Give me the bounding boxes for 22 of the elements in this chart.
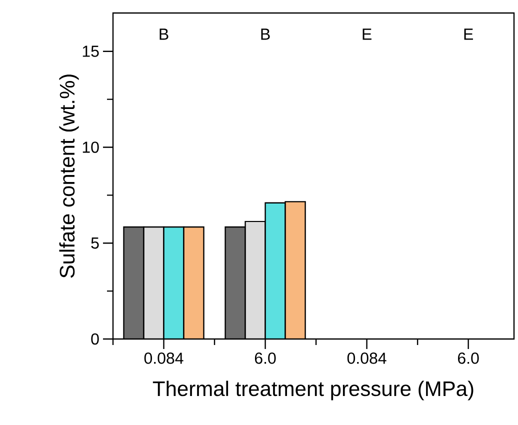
- annotation: B: [160, 28, 168, 40]
- y-axis-title: Sulfate content (wt.%): [59, 74, 79, 278]
- bar: [224, 226, 246, 339]
- x-tick-label: 6.0: [458, 352, 479, 364]
- bar: [143, 226, 164, 339]
- bar: [284, 201, 306, 339]
- bar: [123, 226, 144, 339]
- y-tick-label: 5: [91, 238, 99, 249]
- bar: [244, 220, 266, 339]
- x-tick-label: 0.084: [144, 352, 184, 364]
- annotation: E: [464, 28, 473, 40]
- annotation: E: [362, 28, 372, 40]
- bar: [163, 226, 184, 339]
- annotation: B: [261, 28, 270, 40]
- y-tick-label: 15: [82, 46, 99, 57]
- bar: [264, 202, 286, 339]
- x-tick-label: 6.0: [254, 352, 276, 364]
- y-tick-label: 10: [82, 142, 99, 153]
- x-tick-label: 0.084: [347, 352, 386, 364]
- bar: [183, 226, 204, 339]
- x-axis-title: Thermal treatment pressure (MPa): [152, 380, 474, 400]
- y-tick-label: 0: [91, 333, 99, 345]
